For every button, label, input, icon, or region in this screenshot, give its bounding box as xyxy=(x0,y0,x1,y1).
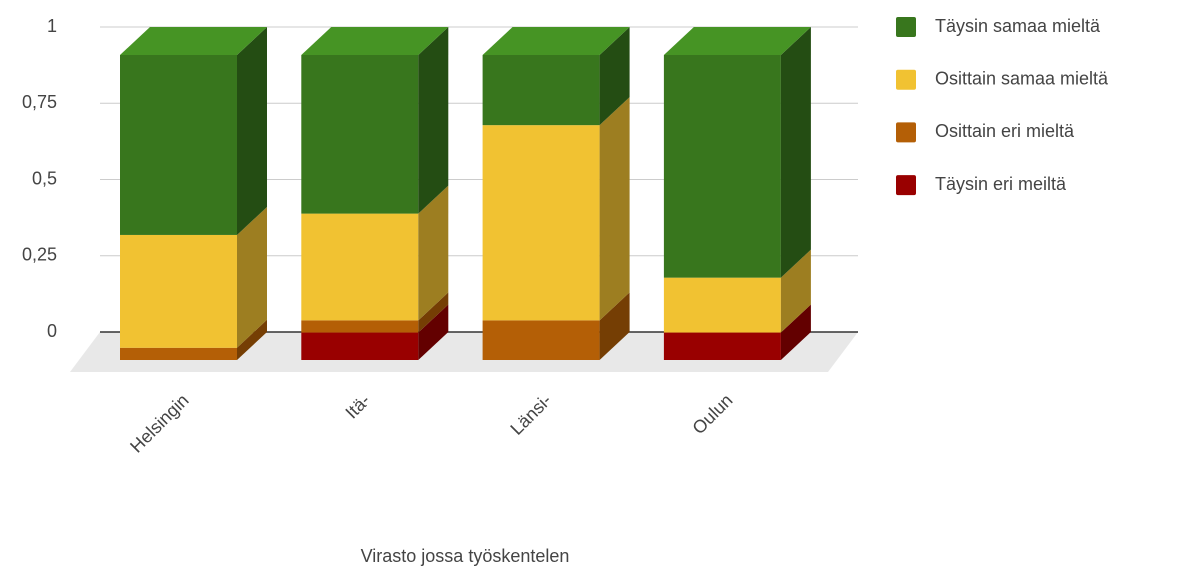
y-tick-label: 0,75 xyxy=(22,92,57,112)
floor xyxy=(70,332,858,372)
bar-segment xyxy=(120,55,237,235)
bar-side xyxy=(599,97,630,321)
y-tick-label: 0,5 xyxy=(32,168,57,188)
legend-label: Täysin eri meiltä xyxy=(935,174,1067,194)
bar-side xyxy=(599,292,630,360)
bar-segment xyxy=(301,332,419,360)
bar-side xyxy=(237,27,267,235)
legend-label: Osittain eri mieltä xyxy=(935,121,1075,141)
bar-segment xyxy=(120,234,237,348)
bar-segment xyxy=(663,55,781,278)
x-tick-label: Länsi- xyxy=(506,390,555,439)
bar-segment xyxy=(663,277,781,333)
x-axis-title: Virasto jossa työskentelen xyxy=(361,546,570,566)
legend-label: Täysin samaa mieltä xyxy=(935,16,1101,36)
y-tick-label: 0,25 xyxy=(22,245,57,265)
legend-swatch xyxy=(896,175,916,196)
x-tick-label: Oulun xyxy=(688,390,736,438)
legend-swatch xyxy=(896,69,916,90)
bar-segment xyxy=(482,55,600,126)
legend-swatch xyxy=(896,122,916,143)
legend-swatch xyxy=(896,17,916,37)
bar-segment xyxy=(120,347,237,360)
bar-top xyxy=(301,27,449,55)
bar-side xyxy=(780,249,811,333)
x-tick-label: Itä- xyxy=(341,390,374,423)
x-tick-label: Helsingin xyxy=(126,390,193,457)
bar-segment xyxy=(482,125,600,321)
bar-top xyxy=(120,27,267,55)
bar-top xyxy=(482,27,630,55)
bar-side xyxy=(418,185,449,321)
bar-side xyxy=(418,292,449,333)
bar-segment xyxy=(663,332,781,360)
y-tick-label: 0 xyxy=(47,321,57,341)
bar-side xyxy=(418,27,449,214)
bar-segment xyxy=(301,320,419,333)
bar-side xyxy=(780,304,811,360)
bar-side xyxy=(780,27,811,278)
bar-side xyxy=(599,27,630,126)
bar-segment xyxy=(482,320,600,360)
legend-label: Osittain samaa mieltä xyxy=(935,68,1109,88)
bar-side xyxy=(237,319,267,360)
bar-top xyxy=(663,27,811,55)
bar-segment xyxy=(301,213,419,321)
y-tick-label: 1 xyxy=(47,16,57,36)
bar-segment xyxy=(301,55,419,214)
bar-side xyxy=(418,304,449,360)
bar-side xyxy=(237,206,267,348)
